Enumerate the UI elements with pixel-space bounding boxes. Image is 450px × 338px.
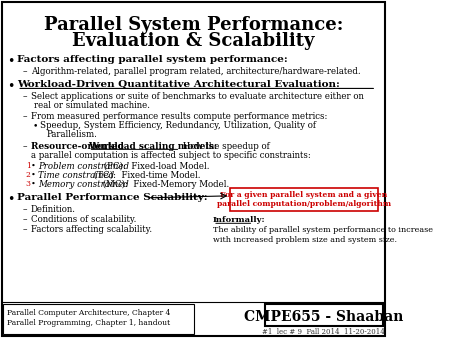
Text: Parallel Programming, Chapter 1, handout: Parallel Programming, Chapter 1, handout xyxy=(7,319,170,327)
Text: 1: 1 xyxy=(26,162,31,170)
Text: Conditions of scalability.: Conditions of scalability. xyxy=(31,215,136,224)
Text: Workload-Driven Quantitative Architectural Evaluation:: Workload-Driven Quantitative Architectur… xyxy=(17,80,340,89)
Text: Parallel Performance Scalability:: Parallel Performance Scalability: xyxy=(17,193,208,202)
Text: Parallelism.: Parallelism. xyxy=(46,130,97,139)
Bar xyxy=(265,304,383,326)
Text: –: – xyxy=(22,205,27,214)
Bar xyxy=(230,188,378,211)
Text: Evaluation & Scalability: Evaluation & Scalability xyxy=(72,32,315,50)
Text: Memory constrained: Memory constrained xyxy=(38,180,129,189)
Text: •: • xyxy=(7,55,14,68)
Text: Parallel System Performance:: Parallel System Performance: xyxy=(44,16,343,34)
Text: real or simulated machine.: real or simulated machine. xyxy=(34,101,150,110)
Text: (PC):  Fixed-load Model.: (PC): Fixed-load Model. xyxy=(100,162,209,171)
Text: •: • xyxy=(33,121,38,130)
Text: –: – xyxy=(22,112,27,121)
Text: Time constrained: Time constrained xyxy=(38,171,114,180)
Text: –: – xyxy=(22,67,27,76)
Text: Algorithm-related, parallel program related, architecture/hardware-related.: Algorithm-related, parallel program rela… xyxy=(31,67,360,76)
Text: For a given parallel system and a given: For a given parallel system and a given xyxy=(220,191,388,199)
Text: From measured performance results compute performance metrics:: From measured performance results comput… xyxy=(31,112,327,121)
Text: with increased problem size and system size.: with increased problem size and system s… xyxy=(213,236,397,244)
Text: •: • xyxy=(7,193,14,206)
Text: How the speedup of: How the speedup of xyxy=(180,142,270,151)
Text: –: – xyxy=(22,225,27,234)
Text: 3: 3 xyxy=(26,180,31,188)
Text: 2: 2 xyxy=(26,171,31,179)
Text: Resource-oriented: Resource-oriented xyxy=(31,142,127,151)
Text: •: • xyxy=(31,171,36,179)
Text: Workload scaling models:: Workload scaling models: xyxy=(89,142,218,151)
Text: Speedup, System Efficiency, Redundancy, Utilization, Quality of: Speedup, System Efficiency, Redundancy, … xyxy=(40,121,315,130)
Text: •: • xyxy=(7,80,14,93)
Text: Problem constrained: Problem constrained xyxy=(38,162,129,171)
Text: parallel computation/problem/algorithm: parallel computation/problem/algorithm xyxy=(217,200,391,208)
Text: The ability of parallel system performance to increase: The ability of parallel system performan… xyxy=(213,226,433,234)
Text: Informally:: Informally: xyxy=(213,216,266,224)
Text: Factors affecting scalability.: Factors affecting scalability. xyxy=(31,225,152,234)
Text: Definition.: Definition. xyxy=(31,205,76,214)
Text: CMPE655 - Shaaban: CMPE655 - Shaaban xyxy=(244,310,404,324)
Text: #1  lec # 9  Fall 2014  11-20-2014: #1 lec # 9 Fall 2014 11-20-2014 xyxy=(262,328,385,336)
Bar xyxy=(4,304,194,334)
Text: Parallel Computer Architecture, Chapter 4: Parallel Computer Architecture, Chapter … xyxy=(7,309,170,317)
Text: •: • xyxy=(31,180,36,188)
Text: a parallel computation is affected subject to specific constraints:: a parallel computation is affected subje… xyxy=(31,151,310,160)
Text: (TC):  Fixed-time Model.: (TC): Fixed-time Model. xyxy=(91,171,201,180)
Text: –: – xyxy=(22,215,27,224)
Text: •: • xyxy=(31,162,36,170)
Text: Factors affecting parallel system performance:: Factors affecting parallel system perfor… xyxy=(17,55,288,64)
Text: –: – xyxy=(22,92,27,101)
Text: (MC):  Fixed-Memory Model.: (MC): Fixed-Memory Model. xyxy=(99,180,229,189)
Text: Select applications or suite of benchmarks to evaluate architecture either on: Select applications or suite of benchmar… xyxy=(31,92,364,101)
Text: –: – xyxy=(22,142,27,151)
